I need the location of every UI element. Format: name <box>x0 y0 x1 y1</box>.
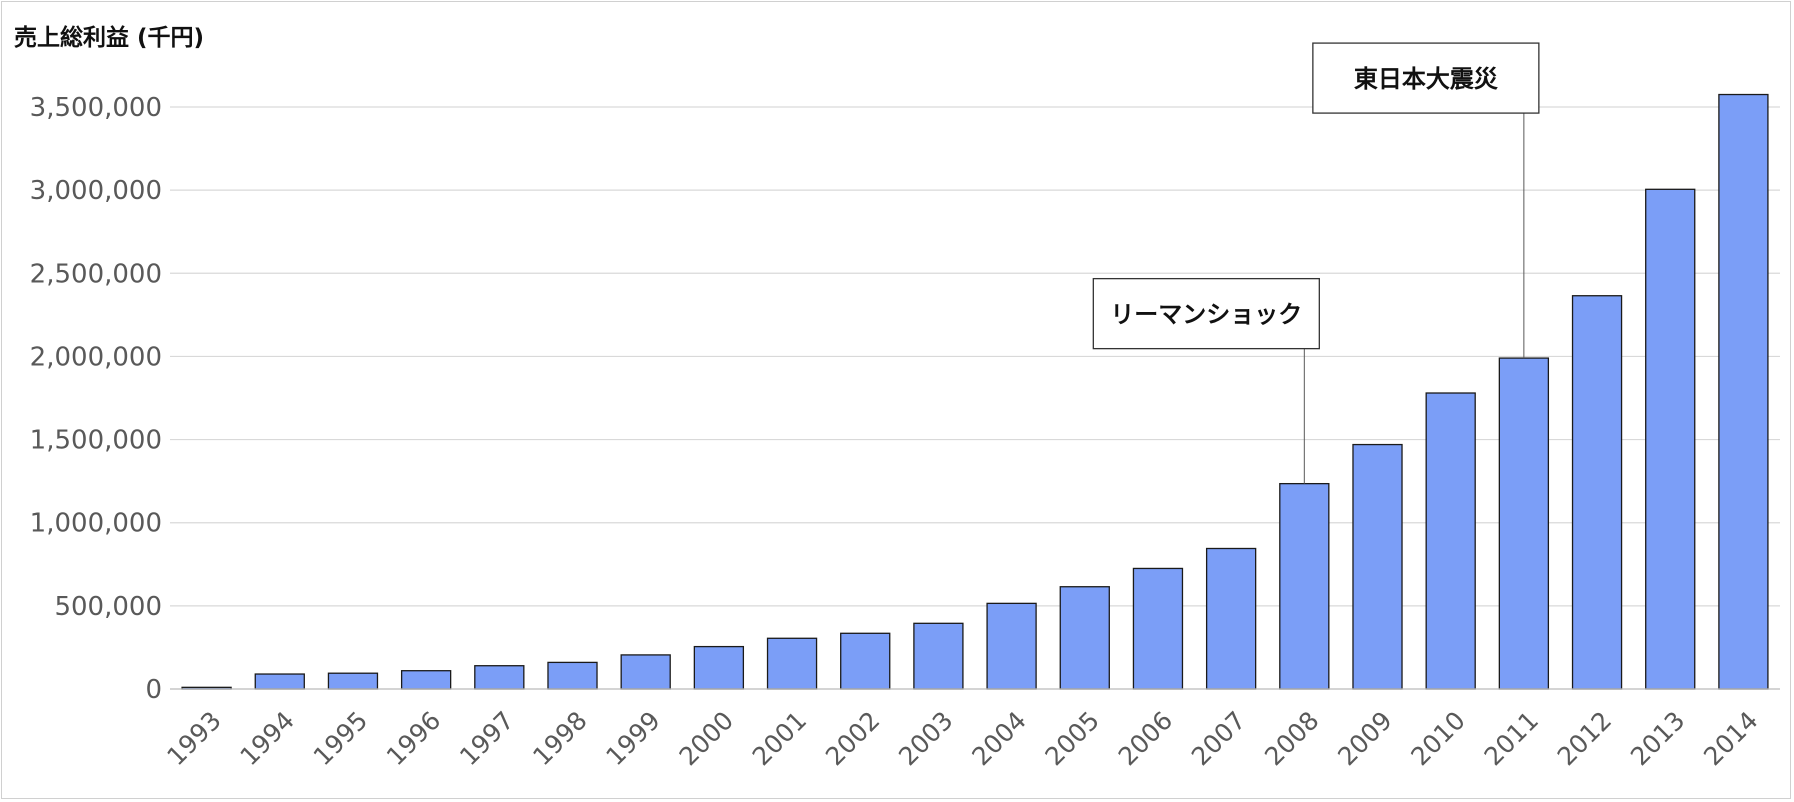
bar-1995 <box>327 672 379 690</box>
y-tick-label: 0 <box>145 675 162 705</box>
x-tick-label: 2005 <box>1040 706 1105 771</box>
bar-2007 <box>1205 547 1257 690</box>
x-tick-label: 2008 <box>1259 706 1324 771</box>
bar-2005 <box>1059 586 1110 690</box>
bar-1994 <box>254 673 305 690</box>
x-tick-label: 2000 <box>674 706 739 771</box>
y-tick-label: 2,000,000 <box>30 342 162 372</box>
bar-2011 <box>1498 357 1550 690</box>
bar-2004 <box>986 602 1037 690</box>
x-tick-label: 2006 <box>1113 706 1178 771</box>
chart-title: 売上総利益 (千円) <box>14 25 205 51</box>
y-tick-label: 2,500,000 <box>30 259 162 289</box>
x-tick-label: 2001 <box>747 706 812 771</box>
x-tick-label: 1994 <box>235 706 300 771</box>
bar-2001 <box>766 637 818 690</box>
x-tick-label: 2003 <box>893 706 958 771</box>
x-tick-label: 2007 <box>1186 706 1251 771</box>
x-tick-label: 1998 <box>527 706 592 771</box>
bar-2014 <box>1718 93 1769 690</box>
annotation-box <box>1092 277 1320 350</box>
bar-2002 <box>840 632 891 690</box>
bar-2006 <box>1132 567 1184 690</box>
bar-2009 <box>1352 443 1403 690</box>
annotation-label: リーマンショック <box>1110 301 1302 329</box>
bar-2010 <box>1425 392 1476 690</box>
y-tick-label: 500,000 <box>54 592 162 622</box>
y-tick-label: 3,000,000 <box>30 176 162 206</box>
bar-2013 <box>1645 188 1696 690</box>
y-tick-label: 3,500,000 <box>30 93 162 123</box>
x-tick-label: 2012 <box>1552 706 1617 771</box>
bar-2000 <box>693 645 745 690</box>
x-tick-label: 2011 <box>1479 706 1544 771</box>
annotation-label: 東日本大震災 <box>1354 65 1499 93</box>
bar-1996 <box>400 670 452 690</box>
x-tick-label: 1999 <box>600 706 665 771</box>
bar-1999 <box>620 654 671 690</box>
y-tick-label: 1,000,000 <box>30 509 162 539</box>
x-tick-label: 2013 <box>1625 706 1690 771</box>
x-tick-label: 2014 <box>1698 706 1763 771</box>
bar-1997 <box>474 665 525 690</box>
x-tick-label: 1995 <box>308 706 373 771</box>
x-tick-label: 1996 <box>381 706 446 771</box>
bar-2003 <box>913 622 964 690</box>
x-tick-label: 2010 <box>1405 706 1470 771</box>
bar-1998 <box>547 661 598 690</box>
bar-2012 <box>1571 295 1623 690</box>
y-tick-label: 1,500,000 <box>30 426 162 456</box>
bar-2008 <box>1279 482 1330 690</box>
x-tick-label: 2002 <box>820 706 885 771</box>
annotation-box <box>1312 42 1540 114</box>
x-tick-label: 2009 <box>1332 706 1397 771</box>
x-tick-label: 1997 <box>454 706 519 771</box>
x-tick-label: 1993 <box>161 706 226 771</box>
x-tick-label: 2004 <box>966 706 1031 771</box>
